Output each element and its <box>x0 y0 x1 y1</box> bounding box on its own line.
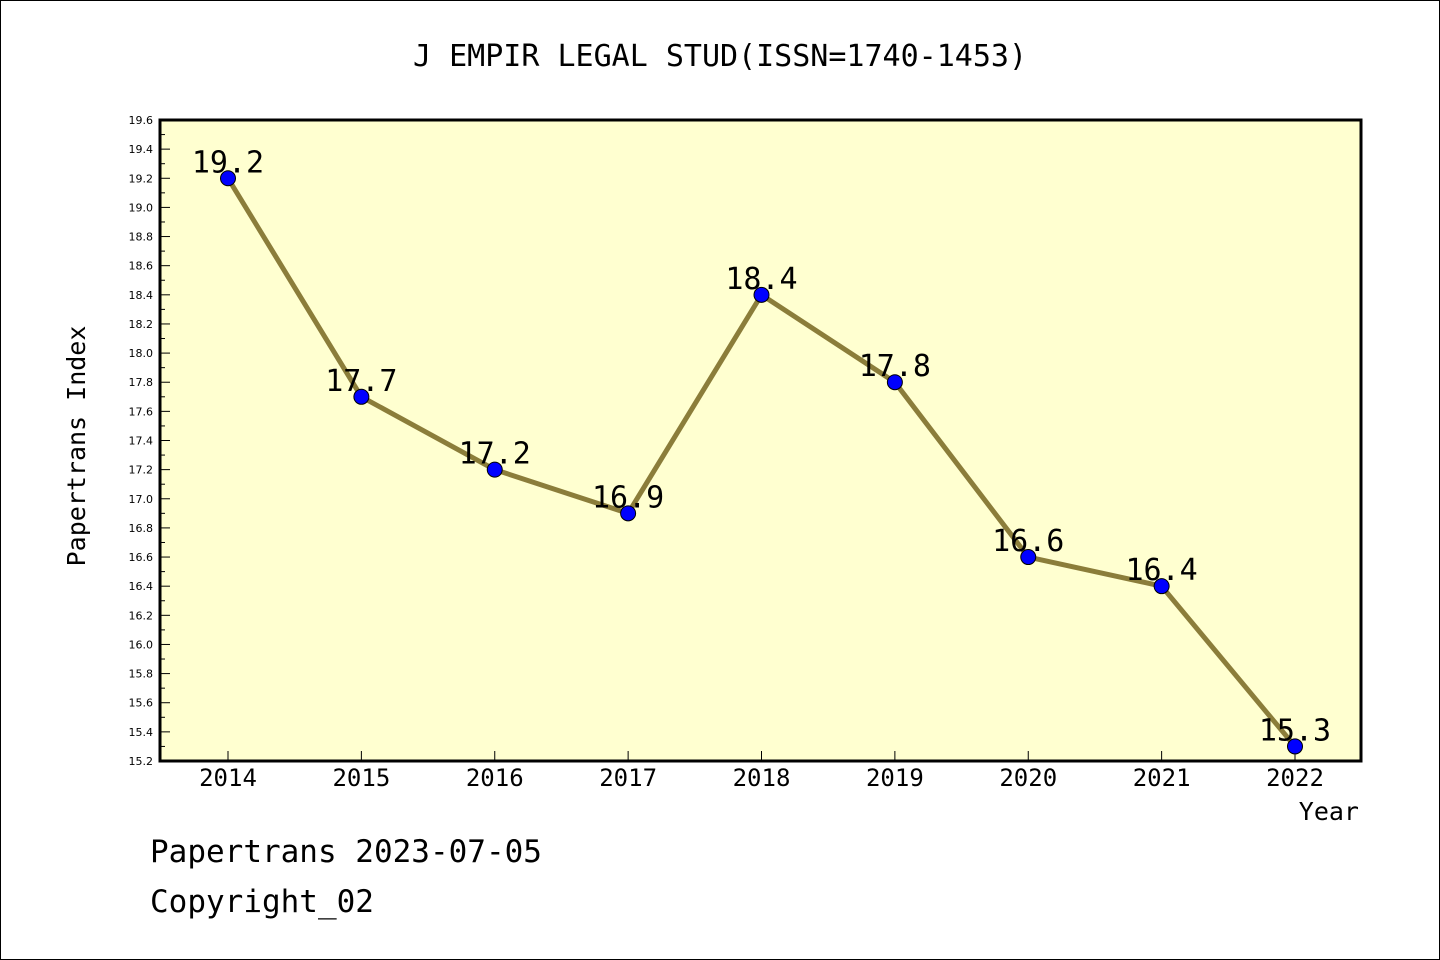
data-label: 17.7 <box>325 364 397 399</box>
x-tick-label: 2014 <box>199 764 257 792</box>
footer-date-text: Papertrans 2023-07-05 <box>150 834 542 870</box>
y-tick-label: 18.4 <box>129 289 154 302</box>
y-tick-label: 18.2 <box>129 318 154 331</box>
y-axis-label: Papertrans Index <box>62 326 91 567</box>
data-label: 19.2 <box>192 145 264 180</box>
y-tick-label: 17.8 <box>129 376 154 389</box>
x-tick-label: 2022 <box>1266 764 1324 792</box>
data-label: 16.6 <box>992 524 1064 559</box>
data-label: 16.4 <box>1126 553 1198 588</box>
y-tick-label: 17.0 <box>129 493 154 506</box>
y-axis-ticks: 15.2 15.4 15.6 15.8 16.0 16.2 16.4 16.6 16.8 17.0… <box>129 114 170 768</box>
x-axis-label: Year <box>1299 797 1359 826</box>
data-point-marker <box>1153 578 1170 595</box>
y-tick-label: 18.8 <box>129 231 154 244</box>
y-tick-label: 18.6 <box>129 260 154 273</box>
y-tick-label: 16.4 <box>129 580 154 593</box>
x-axis-ticks: 2014 2015 2016 2017 2018 2019 2020 2021 2022 <box>199 751 1324 792</box>
data-label: 18.4 <box>725 262 797 297</box>
y-tick-label: 17.4 <box>129 435 154 448</box>
y-tick-label: 19.2 <box>129 172 154 185</box>
data-label: 17.2 <box>459 437 531 472</box>
plot-area <box>158 118 1363 763</box>
y-tick-label: 19.4 <box>129 143 154 156</box>
data-point-marker <box>753 286 770 303</box>
footer-copyright-text: Copyright_02 <box>150 884 374 920</box>
x-tick-label: 2015 <box>332 764 390 792</box>
y-tick-label: 15.2 <box>129 755 154 768</box>
y-tick-label: 16.8 <box>129 522 154 535</box>
data-point-marker <box>220 170 236 187</box>
x-tick-label: 2021 <box>1133 764 1191 792</box>
data-point-marker <box>353 388 370 405</box>
data-point-marker <box>620 505 637 522</box>
x-tick-label: 2020 <box>999 764 1057 792</box>
y-tick-label: 19.0 <box>129 201 154 214</box>
data-label: 17.8 <box>859 349 931 384</box>
y-tick-label: 17.6 <box>129 405 154 418</box>
data-point-marker <box>1287 738 1303 755</box>
chart-title: J EMPIR LEGAL STUD(ISSN=1740-1453) <box>413 39 1027 74</box>
x-tick-label: 2018 <box>733 764 791 792</box>
y-tick-label: 18.0 <box>129 347 154 360</box>
y-tick-label: 15.6 <box>129 697 154 710</box>
y-tick-label: 17.2 <box>129 464 154 477</box>
x-tick-label: 2017 <box>599 764 657 792</box>
series-group: 19.2 17.7 17.2 16.9 18.4 17.8 16.6 16.4 15.3 <box>192 145 1331 755</box>
x-tick-label: 2016 <box>466 764 524 792</box>
x-tick-label: 2019 <box>866 764 924 792</box>
data-point-marker <box>1020 549 1037 566</box>
y-tick-label: 19.6 <box>129 114 154 127</box>
data-label: 15.3 <box>1259 713 1331 748</box>
y-tick-label: 15.4 <box>129 726 154 739</box>
y-tick-label: 16.2 <box>129 609 154 622</box>
data-point-marker <box>886 374 903 391</box>
y-tick-label: 15.8 <box>129 668 154 681</box>
data-point-marker <box>486 461 503 478</box>
y-tick-label: 16.0 <box>129 638 154 651</box>
y-tick-label: 16.6 <box>129 551 154 564</box>
data-label: 16.9 <box>592 480 664 515</box>
